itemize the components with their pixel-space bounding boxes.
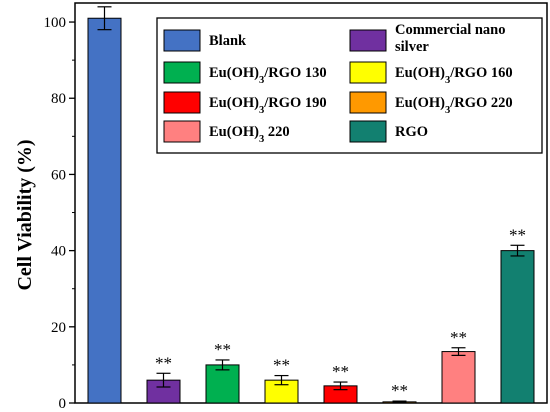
y-tick-label: 60 <box>51 167 66 183</box>
legend-swatch <box>349 120 387 143</box>
bar <box>205 364 240 404</box>
significance-marker: ** <box>273 356 290 375</box>
significance-marker: ** <box>332 362 349 381</box>
legend-swatch <box>163 120 201 143</box>
legend-label: Eu(OH)3/RGO 160 <box>395 65 513 86</box>
plot-area: 0 20 40 60 80 100 ** ** ** ** ** ** ** <box>44 2 548 412</box>
bar <box>87 17 122 404</box>
legend-swatch <box>349 29 387 52</box>
plot-frame <box>74 2 548 404</box>
legend-label: Blank <box>209 33 247 49</box>
y-tick-label: 40 <box>51 244 66 260</box>
y-tick-label: 20 <box>51 320 66 336</box>
legend-label: Eu(OH)3/RGO 190 <box>209 95 327 116</box>
legend-swatch <box>349 61 387 84</box>
significance-marker: ** <box>155 353 172 372</box>
y-tick-label: 100 <box>44 15 67 31</box>
legend-swatch <box>163 61 201 84</box>
legend-swatch <box>349 91 387 114</box>
y-tick-label: 0 <box>59 396 67 412</box>
legend-label: silver <box>395 39 429 55</box>
y-axis-title: Cell Viability (%) <box>14 139 36 290</box>
bar <box>500 250 535 404</box>
y-tick-label: 80 <box>51 91 66 107</box>
legend-swatch <box>163 29 201 52</box>
legend-label: Eu(OH)3/RGO 130 <box>209 65 327 86</box>
legend-swatch <box>163 91 201 114</box>
significance-marker: ** <box>450 328 467 347</box>
significance-marker: ** <box>391 381 408 400</box>
legend-label: Commercial nano <box>395 22 506 38</box>
legend-label: Eu(OH)3 220 <box>209 124 290 145</box>
legend-label: Eu(OH)3/RGO 220 <box>395 95 513 116</box>
significance-marker: ** <box>214 340 231 359</box>
bar <box>441 351 476 404</box>
significance-marker: ** <box>509 225 526 244</box>
legend-label: RGO <box>395 124 428 140</box>
